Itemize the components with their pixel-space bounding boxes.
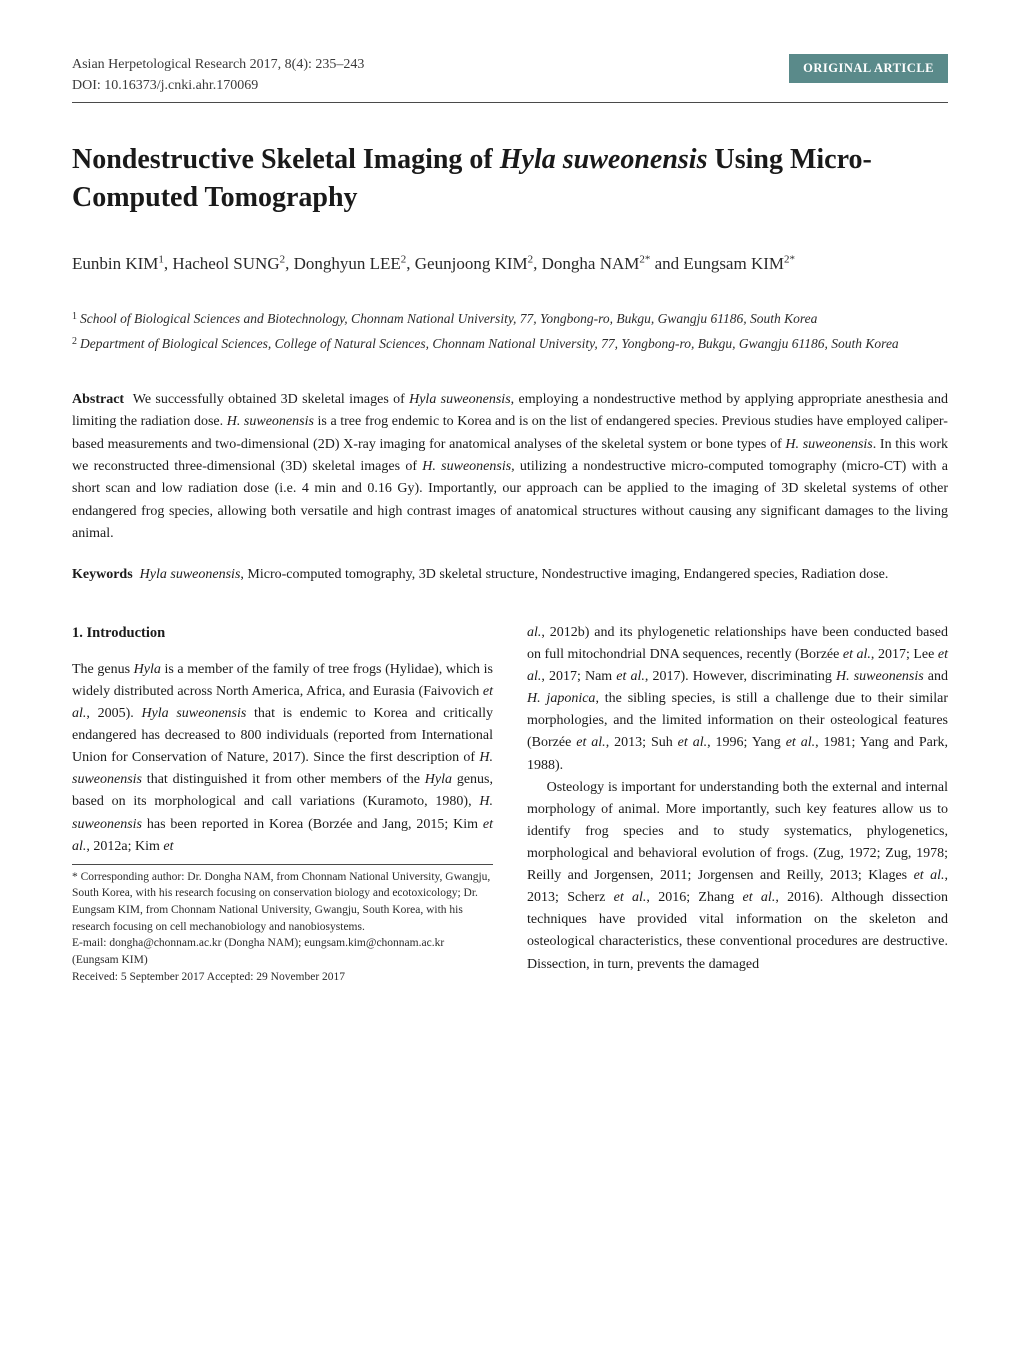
affiliation-2: 2 Department of Biological Sciences, Col… bbox=[72, 334, 948, 355]
left-column: 1. Introduction The genus Hyla is a memb… bbox=[72, 622, 493, 986]
affiliation-num: 2 bbox=[72, 334, 77, 355]
affiliation-1: 1 School of Biological Sciences and Biot… bbox=[72, 309, 948, 330]
journal-header: Asian Herpetological Research 2017, 8(4)… bbox=[72, 54, 948, 103]
affiliation-text: Department of Biological Sciences, Colle… bbox=[80, 334, 899, 355]
affiliation-text: School of Biological Sciences and Biotec… bbox=[80, 309, 817, 330]
right-column: al., 2012b) and its phylogenetic relatio… bbox=[527, 622, 948, 986]
body-columns: 1. Introduction The genus Hyla is a memb… bbox=[72, 622, 948, 986]
doi-line: DOI: 10.16373/j.cnki.ahr.170069 bbox=[72, 75, 364, 96]
article-title: Nondestructive Skeletal Imaging of Hyla … bbox=[72, 141, 948, 217]
journal-line: Asian Herpetological Research 2017, 8(4)… bbox=[72, 54, 364, 75]
affiliations: 1 School of Biological Sciences and Biot… bbox=[72, 309, 948, 355]
section-heading-introduction: 1. Introduction bbox=[72, 622, 493, 645]
journal-meta: Asian Herpetological Research 2017, 8(4)… bbox=[72, 54, 364, 96]
body-paragraph: al., 2012b) and its phylogenetic relatio… bbox=[527, 622, 948, 777]
footnote-rule bbox=[72, 864, 493, 865]
body-paragraph: The genus Hyla is a member of the family… bbox=[72, 659, 493, 858]
footnote-corresponding: * Corresponding author: Dr. Dongha NAM, … bbox=[72, 869, 493, 936]
footnote-received: Received: 5 September 2017 Accepted: 29 … bbox=[72, 969, 493, 986]
footnote-email: E-mail: dongha@chonnam.ac.kr (Dongha NAM… bbox=[72, 935, 493, 968]
keywords: Keywords Hyla suweonensis, Micro-compute… bbox=[72, 564, 948, 586]
author-list: Eunbin KIM1, Hacheol SUNG2, Donghyun LEE… bbox=[72, 251, 948, 277]
article-type-badge: ORIGINAL ARTICLE bbox=[789, 54, 948, 83]
body-paragraph: Osteology is important for understanding… bbox=[527, 777, 948, 976]
affiliation-num: 1 bbox=[72, 309, 77, 330]
abstract: Abstract We successfully obtained 3D ske… bbox=[72, 389, 948, 546]
